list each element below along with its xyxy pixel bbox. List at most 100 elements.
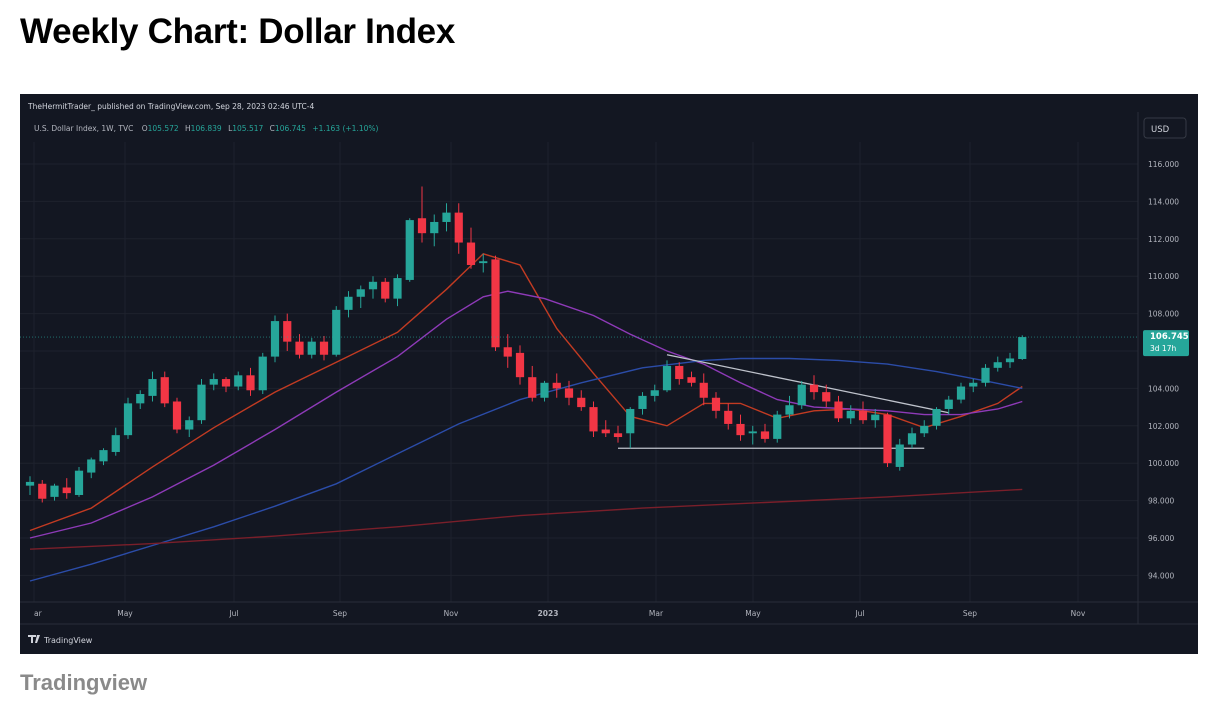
- candle-body: [981, 367, 990, 383]
- x-tick-label: May: [117, 609, 133, 618]
- low-value: 105.517: [232, 124, 263, 133]
- candle-body: [932, 408, 941, 426]
- candle-body: [528, 377, 537, 398]
- moving-average-line: [29, 488, 1023, 550]
- tradingview-chart[interactable]: TheHermitTrader_ published on TradingVie…: [20, 94, 1198, 654]
- grid: [20, 112, 1198, 625]
- candle: [38, 480, 47, 503]
- candle-body: [993, 362, 1002, 368]
- tradingview-logo-icon: [28, 635, 40, 643]
- candle: [332, 306, 341, 357]
- candle: [907, 427, 917, 449]
- candle: [822, 384, 831, 408]
- candle: [123, 397, 133, 439]
- candle-body: [307, 341, 316, 355]
- x-tick-label: Sep: [333, 609, 347, 618]
- candle: [393, 274, 402, 307]
- published-line: TheHermitTrader_ published on TradingVie…: [27, 102, 314, 111]
- candle-body: [405, 220, 414, 280]
- candle: [295, 334, 304, 359]
- close-value: 106.745: [275, 124, 306, 133]
- candle-body: [515, 352, 525, 378]
- candle: [62, 478, 71, 499]
- candle: [858, 401, 868, 424]
- bar-countdown: 3d 17h: [1150, 344, 1176, 353]
- y-axis[interactable]: 116.000114.000112.000110.000108.000106.0…: [1148, 160, 1179, 580]
- candle-body: [564, 388, 574, 398]
- candle-body: [871, 414, 880, 421]
- candle-body: [1005, 358, 1015, 363]
- candle: [368, 276, 378, 299]
- trendlines[interactable]: [618, 354, 949, 449]
- candle-body: [895, 444, 904, 467]
- candle: [871, 408, 880, 428]
- x-axis[interactable]: ar May Jul Sep Nov 2023 Mar May Jul Sep Nov: [34, 609, 1086, 618]
- candle-body: [736, 423, 745, 436]
- candle-body: [430, 221, 439, 234]
- candle-body: [62, 487, 71, 494]
- candle: [344, 291, 353, 318]
- candle-body: [834, 401, 843, 419]
- candle: [111, 427, 120, 456]
- y-tick-label: 98.000: [1148, 497, 1174, 506]
- candle-body: [442, 212, 451, 222]
- candle: [785, 395, 794, 419]
- candle: [491, 255, 500, 351]
- x-tick-label: Nov: [1071, 609, 1086, 618]
- candle-body: [687, 377, 696, 383]
- candle-body: [160, 377, 169, 404]
- close-label: C: [270, 124, 275, 133]
- candle-body: [123, 403, 133, 436]
- candle: [613, 425, 623, 443]
- tradingview-logo[interactable]: TradingView: [28, 635, 93, 645]
- candle: [307, 337, 316, 359]
- candle-body: [846, 410, 855, 419]
- last-price-value: 106.745: [1150, 332, 1189, 342]
- candle-body: [221, 379, 231, 387]
- candle-body: [638, 395, 647, 409]
- candle: [234, 371, 243, 391]
- candle: [932, 407, 941, 430]
- candle-body: [662, 365, 672, 391]
- trendline[interactable]: [666, 354, 949, 414]
- candle: [687, 371, 696, 387]
- candle-body: [589, 407, 598, 432]
- candle-body: [491, 259, 500, 348]
- candle-body: [479, 261, 488, 264]
- candle-body: [785, 405, 794, 415]
- candle: [185, 416, 194, 438]
- moving-average-line: [29, 253, 1023, 532]
- candle-body: [858, 410, 868, 421]
- x-tick-label: Mar: [649, 609, 664, 618]
- candle-body: [417, 218, 427, 234]
- candle-body: [907, 433, 917, 445]
- candle-body: [319, 341, 329, 355]
- y-tick-label: 104.000: [1148, 384, 1179, 393]
- candle: [540, 380, 549, 402]
- candle: [197, 379, 206, 424]
- candle-body: [454, 212, 463, 243]
- candle-body: [552, 382, 561, 389]
- candle: [724, 403, 733, 430]
- candlestick-chart[interactable]: TheHermitTrader_ published on TradingVie…: [20, 94, 1198, 654]
- open-value: 105.572: [148, 124, 179, 133]
- candle: [650, 384, 659, 402]
- candle: [944, 395, 953, 415]
- candle: [417, 186, 427, 243]
- candle-body: [809, 384, 819, 393]
- image-caption: Tradingview: [20, 670, 148, 695]
- candle-body: [87, 459, 96, 473]
- candle: [74, 466, 84, 497]
- candle: [209, 373, 218, 391]
- candle: [454, 203, 463, 254]
- currency-button[interactable]: USD: [1143, 117, 1187, 139]
- candle: [969, 379, 978, 393]
- x-tick-label: Jul: [228, 609, 238, 618]
- candle-body: [381, 281, 390, 299]
- candle: [258, 352, 267, 395]
- y-tick-label: 94.000: [1148, 571, 1174, 580]
- candle-body: [74, 470, 84, 495]
- candle-body: [969, 382, 978, 387]
- candle: [87, 457, 96, 479]
- candle: [895, 438, 904, 471]
